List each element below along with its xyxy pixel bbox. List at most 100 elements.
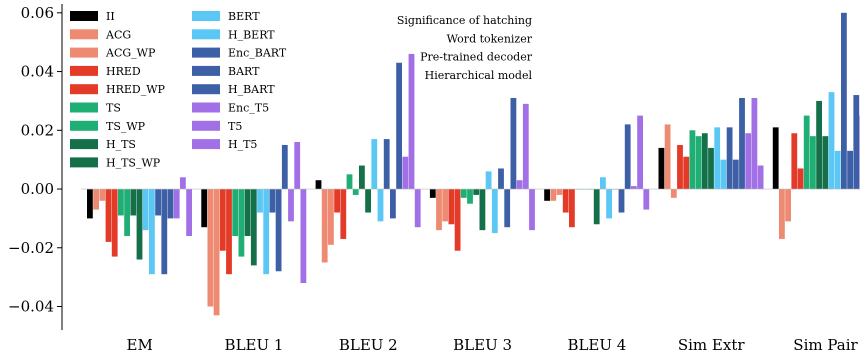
bar-hred-0 [105, 189, 112, 242]
bar-acg-wp-6 [785, 189, 791, 222]
x-category-label-3: BLEU 3 [453, 336, 512, 353]
bar-enc-t5-2 [402, 156, 409, 190]
bar-hred-wp-1 [226, 189, 232, 275]
annotation-2: Pre-trained decoder [420, 51, 533, 64]
bar-h-bert-2 [377, 189, 384, 222]
bar-ts-2 [346, 174, 353, 190]
legend-enc-t5-label: Enc_T5 [228, 102, 269, 115]
bar-h-t5-0 [186, 189, 192, 237]
legend-h-bert-swatch [192, 29, 220, 40]
bar-acg-wp-1 [213, 189, 220, 316]
bar-acg-2 [321, 189, 328, 263]
bar-hred-3 [448, 189, 455, 225]
bar-h-ts-wp-3 [479, 189, 486, 231]
bar-bart-3 [504, 189, 511, 228]
bar-ts-wp-2 [352, 189, 359, 195]
y-tick-label-3: 0.02 [21, 121, 54, 139]
legend-t5-label: T5 [228, 120, 242, 133]
bar-ts-6 [803, 115, 810, 190]
bar-h-bart-4 [624, 124, 631, 190]
bar-h-bart-0 [167, 189, 174, 219]
y-tick-label-1: −0.02 [8, 239, 54, 257]
bars-layer [87, 12, 860, 316]
bar-acg-wp-5 [670, 189, 677, 198]
bar-acg-wp-4 [556, 189, 563, 195]
legend-h-ts-wp-label: H_TS_WP [106, 156, 161, 169]
bar-h-bert-4 [606, 189, 612, 219]
bar-enc-bart-6 [841, 12, 847, 190]
legend-hred-label: HRED [106, 65, 141, 78]
bar-bert-0 [142, 189, 149, 231]
bar-acg-6 [779, 189, 785, 239]
bar-hred-2 [334, 189, 340, 213]
bar-ii-4 [544, 189, 550, 201]
bar-enc-bart-3 [498, 168, 504, 190]
bar-acg-5 [664, 124, 671, 190]
x-category-label-2: BLEU 2 [339, 336, 398, 353]
bar-enc-bart-1 [269, 189, 276, 213]
bar-h-ts-wp-1 [250, 189, 257, 266]
x-category-label-4: BLEU 4 [567, 336, 626, 353]
bar-ts-wp-5 [695, 136, 702, 190]
bar-h-ts-2 [359, 165, 365, 190]
bar-hred-1 [219, 189, 226, 251]
bar-ts-wp-6 [810, 136, 816, 190]
bar-bert-1 [257, 189, 263, 213]
bar-h-bart-2 [396, 62, 402, 190]
bar-ts-0 [118, 189, 124, 216]
bar-hred-wp-2 [340, 189, 347, 239]
bar-h-bert-5 [720, 159, 727, 190]
bar-t5-5 [751, 97, 758, 190]
bar-hred-6 [791, 133, 798, 190]
legend-h-bert-label: H_BERT [228, 28, 275, 41]
legend-h-ts-swatch [70, 139, 98, 150]
bar-h-t5-5 [757, 165, 764, 190]
y-tick-label-0: −0.04 [8, 298, 54, 316]
bar-h-bart-3 [510, 97, 517, 190]
bar-h-t5-1 [300, 189, 307, 284]
legend-ts-swatch [70, 102, 98, 113]
bar-bart-0 [161, 189, 168, 275]
bar-h-bart-6 [853, 95, 860, 190]
bar-h-ts-3 [473, 189, 480, 195]
bar-acg-wp-2 [328, 189, 334, 245]
legend-h-ts-label: H_TS [106, 138, 136, 151]
bar-enc-bart-0 [155, 189, 161, 216]
bar-bert-3 [485, 171, 492, 190]
legend-ts-wp-label: TS_WP [106, 120, 146, 133]
bar-ii-2 [315, 180, 322, 190]
bar-acg-wp-3 [442, 189, 449, 222]
bar-ts-wp-1 [238, 189, 245, 257]
bar-h-t5-2 [414, 189, 421, 228]
bar-bert-5 [714, 127, 721, 190]
legend-hred-wp-swatch [70, 84, 98, 95]
legend-ii-swatch [70, 11, 98, 21]
legend-enc-t5-swatch [192, 102, 220, 113]
bar-enc-bart-5 [726, 127, 733, 190]
bar-h-bert-1 [263, 189, 270, 275]
bar-ii-6 [772, 127, 779, 190]
legend-hred-swatch [70, 65, 98, 76]
legend-hred-wp-label: HRED_WP [106, 83, 166, 96]
bar-hred-4 [562, 189, 569, 213]
y-tick-label-2: 0.00 [21, 180, 54, 198]
legend-bart-swatch [192, 65, 220, 76]
bar-t5-2 [408, 53, 415, 190]
legend-ii-label: II [106, 10, 115, 23]
bar-h-t5-4 [643, 189, 650, 210]
legend-acg-wp-swatch [70, 47, 98, 58]
bar-bart-1 [275, 189, 282, 272]
bar-enc-t5-5 [745, 133, 752, 190]
legend-ts-wp-swatch [70, 120, 98, 131]
legend-h-t5-label: H_T5 [228, 138, 257, 151]
bar-h-ts-wp-0 [136, 189, 143, 260]
bar-acg-3 [436, 189, 442, 231]
bar-hred-5 [677, 144, 683, 190]
bar-t5-3 [522, 103, 529, 190]
bar-h-t5-3 [529, 189, 535, 231]
bar-ts-3 [460, 189, 467, 198]
x-category-label-0: EM [127, 336, 153, 353]
bar-h-ts-0 [130, 189, 137, 216]
bar-ii-0 [87, 189, 93, 219]
